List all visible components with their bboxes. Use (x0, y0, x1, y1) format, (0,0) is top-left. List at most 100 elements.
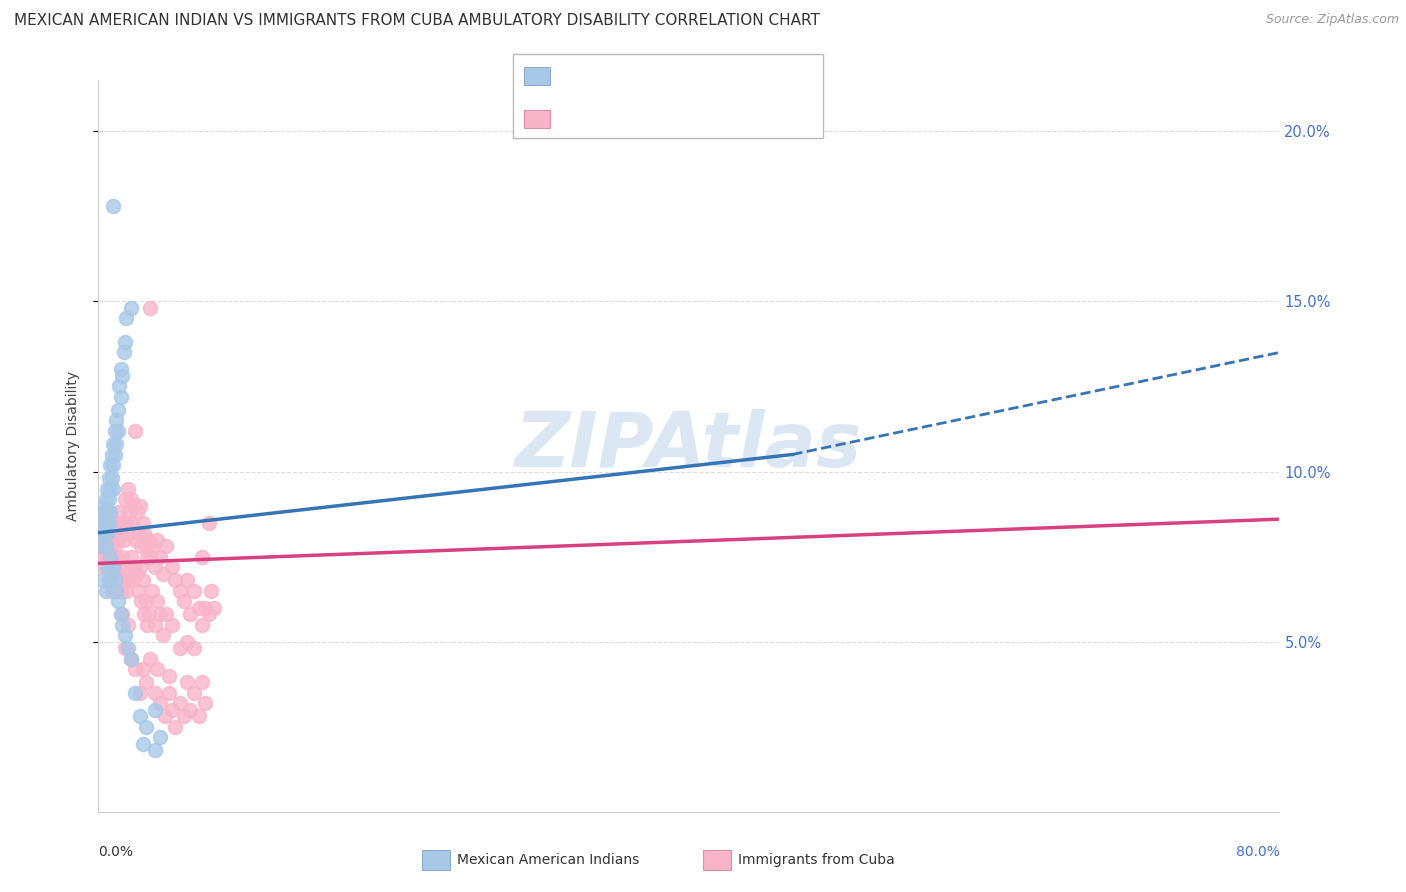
Point (96, 549, 118, 564)
Point (191, 675, 214, 690)
Text: ZIPAtlas: ZIPAtlas (515, 409, 863, 483)
Text: R = 0.140: R = 0.140 (560, 112, 628, 126)
Point (202, 600, 225, 615)
Point (117, 617, 139, 632)
Point (132, 516, 155, 530)
Point (117, 482, 139, 496)
Point (122, 499, 145, 513)
Point (96, 482, 118, 496)
Point (115, 583, 138, 598)
Point (89, 540, 111, 554)
Point (94, 583, 117, 598)
Point (129, 540, 152, 554)
Point (93, 505, 115, 519)
Point (132, 574, 155, 588)
Point (143, 743, 166, 757)
Point (93, 533, 115, 547)
Point (149, 607, 172, 622)
Point (110, 583, 132, 598)
Point (162, 559, 183, 574)
Point (104, 583, 127, 598)
Point (124, 686, 146, 700)
Point (117, 525, 139, 540)
Point (128, 709, 150, 723)
Point (162, 703, 183, 717)
Point (183, 641, 205, 656)
Point (105, 437, 128, 451)
Point (191, 549, 214, 564)
Point (136, 617, 159, 632)
Point (122, 559, 145, 574)
Text: N =  60: N = 60 (669, 69, 727, 83)
Point (169, 583, 191, 598)
Point (157, 686, 180, 700)
Point (183, 583, 205, 598)
Point (91, 574, 114, 588)
Point (176, 634, 198, 648)
Point (143, 703, 166, 717)
Point (152, 566, 174, 581)
Point (132, 737, 155, 751)
Point (152, 628, 174, 642)
Point (94, 491, 117, 506)
Point (105, 516, 128, 530)
Point (169, 696, 191, 710)
Point (112, 574, 135, 588)
Point (132, 662, 155, 676)
Point (173, 709, 195, 723)
Point (114, 491, 136, 506)
Point (124, 533, 146, 547)
Point (146, 662, 169, 676)
Point (96, 525, 118, 540)
Point (98, 549, 121, 564)
Point (124, 424, 146, 438)
Point (134, 525, 156, 540)
Point (96, 559, 118, 574)
Point (114, 559, 136, 574)
Point (176, 675, 198, 690)
Point (146, 594, 169, 608)
Point (129, 594, 152, 608)
Point (111, 369, 134, 384)
Point (104, 540, 127, 554)
Point (104, 448, 127, 462)
Point (149, 696, 172, 710)
Point (107, 533, 129, 547)
Point (100, 583, 122, 598)
Point (98, 574, 121, 588)
Point (157, 668, 180, 682)
Point (200, 583, 222, 598)
Point (198, 607, 221, 622)
Point (194, 696, 217, 710)
Point (104, 424, 127, 438)
Y-axis label: Ambulatory Disability: Ambulatory Disability (66, 371, 80, 521)
Point (103, 199, 125, 213)
Point (114, 628, 136, 642)
Point (120, 549, 142, 564)
Point (114, 335, 136, 350)
Point (93, 525, 115, 540)
Point (105, 413, 128, 427)
Point (139, 651, 162, 665)
Point (91, 499, 114, 513)
Point (110, 362, 132, 376)
Point (94, 516, 117, 530)
Point (155, 607, 177, 622)
Point (143, 559, 166, 574)
Point (135, 594, 157, 608)
Point (103, 437, 125, 451)
Text: Source: ZipAtlas.com: Source: ZipAtlas.com (1265, 13, 1399, 27)
Point (108, 505, 131, 519)
Point (118, 505, 141, 519)
Point (98, 505, 121, 519)
Point (97, 533, 120, 547)
Point (97, 574, 120, 588)
Point (173, 594, 195, 608)
Point (91, 516, 114, 530)
Point (90, 540, 112, 554)
Point (89, 525, 111, 540)
Point (100, 549, 122, 564)
Point (115, 311, 138, 326)
Point (107, 403, 129, 417)
Point (128, 686, 150, 700)
